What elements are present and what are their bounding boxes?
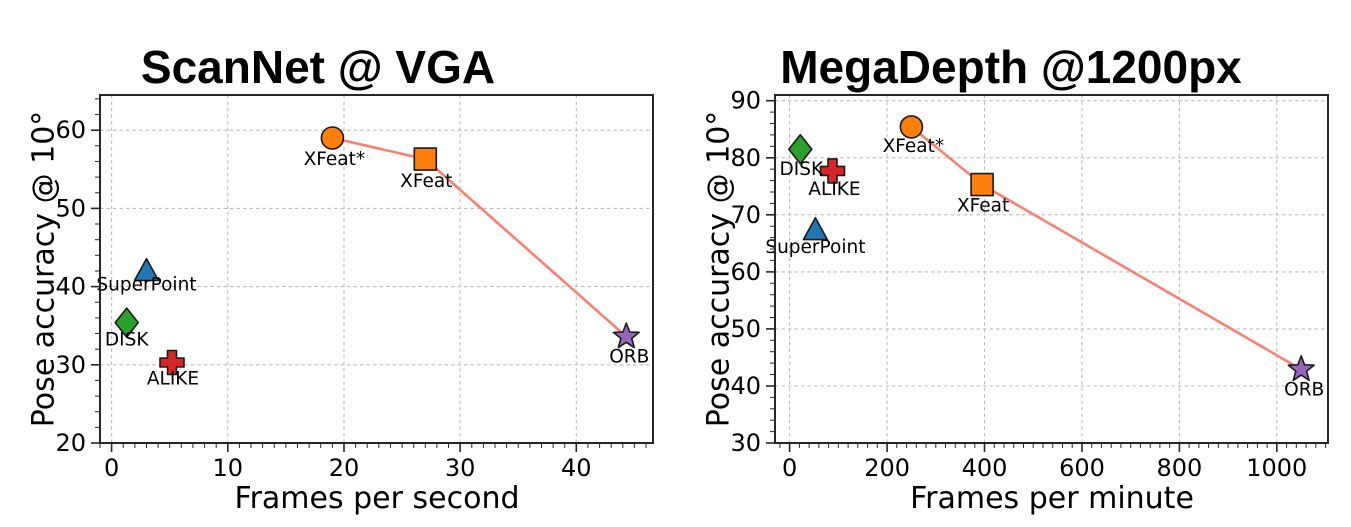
- marker-XFeat: [970, 172, 994, 197]
- x-tick-label: 1000: [1246, 454, 1307, 482]
- y-tick-label: 20: [55, 429, 86, 457]
- marker-ALIKE: [159, 349, 185, 376]
- trend-line: [910, 125, 1303, 371]
- markers: [788, 115, 1315, 382]
- chart-scannet: ScanNet @ VGA Pose accuracy @ 10° 0 10 20 3…: [27, 40, 654, 516]
- annotation-XFeat: XFeat: [957, 196, 1009, 217]
- annotation-SuperPoint: SuperPoint: [765, 237, 865, 258]
- annotation-ORB: ORB: [1284, 379, 1324, 400]
- y-axis: 30 40 50 60 70 80 90: [730, 87, 775, 457]
- axes-box: [774, 94, 1329, 444]
- annotations: XFeat* XFeat ORB SuperPoint DISK ALIKE: [96, 149, 649, 390]
- marker-XFeat: [413, 147, 438, 171]
- x-tick-label: 400: [962, 454, 1008, 482]
- marker-ORB: [1287, 355, 1315, 382]
- x-tick-label: 30: [445, 454, 476, 482]
- annotation-DISK: DISK: [105, 330, 149, 351]
- marker-SuperPoint: [802, 217, 829, 241]
- chart-title: MegaDepth @1200px: [780, 40, 1242, 93]
- minor-ticks: [770, 111, 1327, 448]
- annotation-ALIKE: ALIKE: [808, 179, 860, 200]
- annotation-DISK: DISK: [780, 159, 824, 180]
- x-tick-label: 40: [561, 454, 592, 482]
- marker-SuperPoint: [133, 257, 160, 282]
- y-tick-label: 50: [730, 315, 761, 343]
- x-axis: 0 200 400 600 800 1000: [782, 443, 1307, 482]
- y-tick-label: 30: [55, 351, 86, 379]
- y-axis: 20 30 40 50 60: [55, 116, 100, 457]
- x-axis-label: Frames per minute: [910, 481, 1194, 516]
- grid: [775, 95, 1328, 444]
- x-axis-label: Frames per second: [234, 481, 520, 516]
- x-tick-label: 200: [864, 454, 910, 482]
- annotation-XFeat: XFeat: [400, 171, 452, 192]
- annotation-ALIKE: ALIKE: [147, 369, 199, 390]
- x-tick-label: 20: [329, 454, 360, 482]
- x-axis: 0 10 20 30 40: [104, 443, 592, 482]
- markers: [114, 126, 640, 376]
- y-tick-label: 40: [730, 372, 761, 400]
- y-tick-label: 60: [55, 116, 86, 144]
- x-tick-label: 0: [104, 454, 119, 482]
- annotation-XFeat*: XFeat*: [304, 149, 366, 170]
- y-tick-label: 70: [730, 201, 761, 229]
- marker-XFeat*: [320, 126, 345, 150]
- marker-DISK: [114, 307, 139, 338]
- marker-DISK: [788, 133, 813, 165]
- y-tick-label: 30: [730, 429, 761, 457]
- y-tick-label: 80: [730, 144, 761, 172]
- marker-XFeat*: [899, 115, 924, 139]
- trend-line: [331, 136, 628, 338]
- minor-ticks: [95, 98, 647, 448]
- y-tick-label: 90: [730, 87, 761, 115]
- y-tick-label: 40: [55, 273, 86, 301]
- x-tick-label: 800: [1156, 454, 1202, 482]
- x-tick-label: 600: [1059, 454, 1105, 482]
- y-tick-label: 60: [730, 258, 761, 286]
- scannet-plot-area: 0 10 20 30 40 20 30 40 50 60 XFeat* XFeat ORB SuperPo…: [55, 94, 654, 482]
- annotation-XFeat*: XFeat*: [883, 136, 945, 157]
- annotation-SuperPoint: SuperPoint: [96, 275, 196, 296]
- marker-ALIKE: [819, 158, 846, 184]
- chart-title: ScanNet @ VGA: [140, 40, 496, 93]
- megadepth-plot-area: 0 200 400 600 800 100030405060708090XFeat*XFe…: [730, 87, 1329, 482]
- x-tick-label: 10: [213, 454, 244, 482]
- axes-box: [99, 94, 654, 444]
- y-tick-label: 50: [55, 194, 86, 222]
- marker-ORB: [612, 322, 640, 349]
- annotation-ORB: ORB: [609, 347, 649, 368]
- x-tick-label: 0: [782, 454, 797, 482]
